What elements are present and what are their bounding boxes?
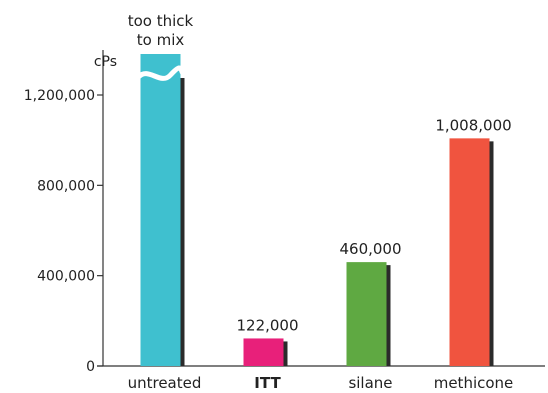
bar-untreated bbox=[140, 54, 181, 366]
bar-silane bbox=[346, 262, 387, 366]
x-tick-label: silane bbox=[348, 374, 392, 392]
y-axis-unit-label: cPs bbox=[94, 54, 117, 70]
x-tick-label: methicone bbox=[434, 374, 514, 392]
x-tick-label: untreated bbox=[128, 374, 202, 392]
data-label: 460,000 bbox=[339, 240, 401, 258]
y-tick-label: 1,200,000 bbox=[24, 88, 95, 104]
x-tick-label: ITT bbox=[254, 374, 281, 392]
bar-methicone bbox=[449, 138, 490, 366]
y-tick-label: 0 bbox=[86, 359, 95, 375]
off-scale-annotation: to mix bbox=[137, 31, 185, 49]
off-scale-annotation: too thick bbox=[128, 12, 194, 30]
y-tick-label: 400,000 bbox=[37, 269, 95, 285]
y-tick-label: 800,000 bbox=[37, 178, 95, 194]
bars bbox=[136, 54, 494, 366]
y-axis: 0 400,000 800,000 1,200,000 cPs bbox=[24, 50, 545, 375]
bar-itt bbox=[243, 338, 284, 366]
data-label: 122,000 bbox=[236, 316, 298, 334]
axis-break-mark bbox=[136, 65, 185, 81]
data-label: 1,008,000 bbox=[435, 116, 511, 134]
